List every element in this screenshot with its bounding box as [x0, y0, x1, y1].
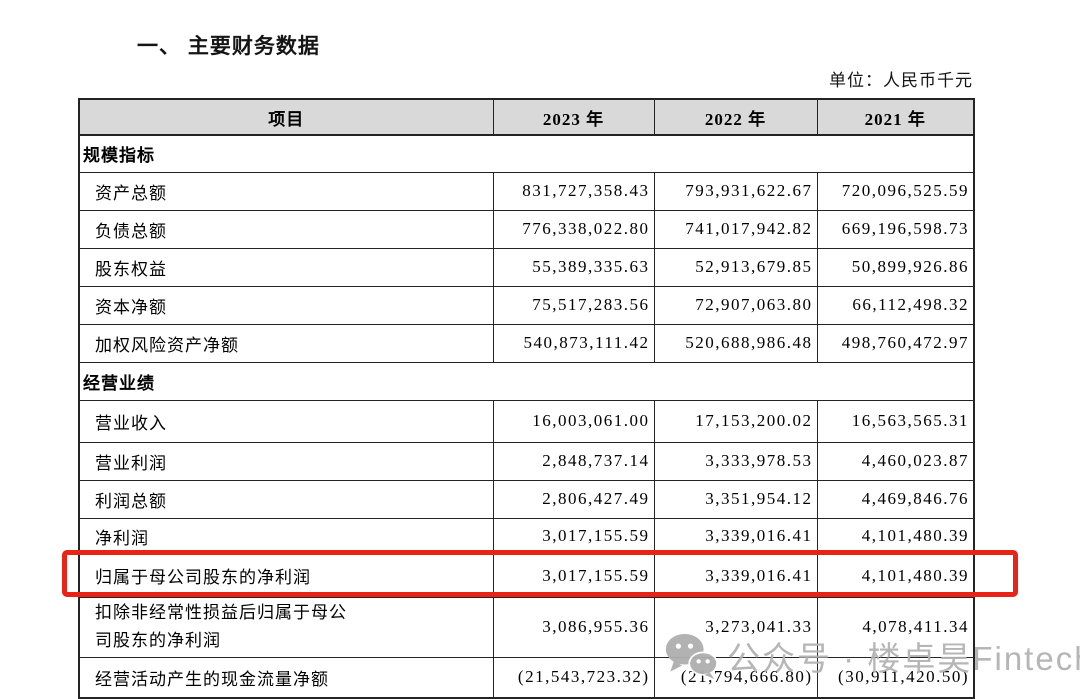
row-label: 利润总额 [78, 479, 494, 519]
value-2022: 3,339,016.41 [653, 517, 818, 555]
value-2023: 3,017,155.59 [492, 517, 655, 555]
value-2023: 831,727,358.43 [492, 171, 655, 211]
row-label: 营业利润 [78, 441, 494, 481]
row-label: 资本净额 [78, 285, 494, 325]
value-2022: 3,333,978.53 [653, 441, 818, 481]
table-row: 经营活动产生的现金流量净额 (21,543,723.32) (21,794,66… [78, 656, 975, 699]
value-2023: 3,017,155.59 [492, 553, 655, 598]
table-row: 资产总额 831,727,358.43 793,931,622.67 720,0… [78, 171, 975, 211]
section-row: 规模指标 [78, 134, 975, 173]
section-label: 规模指标 [78, 134, 975, 173]
value-2023: 75,517,283.56 [492, 285, 655, 325]
table-row: 扣除非经常性损益后归属于母公司股东的净利润 3,086,955.36 3,273… [78, 596, 975, 658]
value-2022: 72,907,063.80 [653, 285, 818, 325]
value-2023: 16,003,061.00 [492, 399, 655, 443]
value-2023: (21,543,723.32) [492, 656, 655, 699]
value-2021: 4,101,480.39 [816, 517, 975, 555]
table-row: 负债总额 776,338,022.80 741,017,942.82 669,1… [78, 209, 975, 249]
row-label-text: 扣除非经常性损益后归属于母公司股东的净利润 [95, 602, 347, 650]
row-label: 负债总额 [78, 209, 494, 249]
value-2022: (21,794,666.80) [653, 656, 818, 699]
value-2023: 776,338,022.80 [492, 209, 655, 249]
value-2022: 3,351,954.12 [653, 479, 818, 519]
value-2021: 720,096,525.59 [816, 171, 975, 211]
value-2021: 66,112,498.32 [816, 285, 975, 325]
value-2021: 498,760,472.97 [816, 323, 975, 363]
value-2021: 50,899,926.86 [816, 247, 975, 287]
table-header-row: 项目 2023 年 2022 年 2021 年 [78, 98, 975, 136]
table-row: 股东权益 55,389,335.63 52,913,679.85 50,899,… [78, 247, 975, 287]
column-header-item: 项目 [78, 98, 494, 136]
value-2022: 3,339,016.41 [653, 553, 818, 598]
row-label: 股东权益 [78, 247, 494, 287]
table-row: 营业收入 16,003,061.00 17,153,200.02 16,563,… [78, 399, 975, 443]
row-label: 资产总额 [78, 171, 494, 211]
section-row: 经营业绩 [78, 361, 975, 401]
row-label: 扣除非经常性损益后归属于母公司股东的净利润 [78, 596, 494, 658]
section-label: 经营业绩 [78, 361, 975, 401]
value-2021: 4,101,480.39 [816, 553, 975, 598]
table-row: 营业利润 2,848,737.14 3,333,978.53 4,460,023… [78, 441, 975, 481]
value-2021: 4,460,023.87 [816, 441, 975, 481]
row-label: 归属于母公司股东的净利润 [78, 553, 494, 598]
value-2022: 17,153,200.02 [653, 399, 818, 443]
value-2023: 2,848,737.14 [492, 441, 655, 481]
financial-data-table: 项目 2023 年 2022 年 2021 年 规模指标 资产总额 831,72… [78, 98, 975, 699]
table-row-highlighted: 归属于母公司股东的净利润 3,017,155.59 3,339,016.41 4… [78, 553, 975, 598]
table-row: 净利润 3,017,155.59 3,339,016.41 4,101,480.… [78, 517, 975, 555]
value-2021: 4,078,411.34 [816, 596, 975, 658]
value-2023: 3,086,955.36 [492, 596, 655, 658]
column-header-2023: 2023 年 [492, 98, 655, 136]
column-header-2022: 2022 年 [653, 98, 818, 136]
unit-note: 单位：人民币千元 [829, 71, 973, 90]
value-2022: 741,017,942.82 [653, 209, 818, 249]
row-label: 加权风险资产净额 [78, 323, 494, 363]
value-2023: 540,873,111.42 [492, 323, 655, 363]
table-row: 加权风险资产净额 540,873,111.42 520,688,986.48 4… [78, 323, 975, 363]
value-2021: (30,911,420.50) [816, 656, 975, 699]
value-2022: 793,931,622.67 [653, 171, 818, 211]
row-label: 营业收入 [78, 399, 494, 443]
row-label: 经营活动产生的现金流量净额 [78, 656, 494, 699]
value-2022: 3,273,041.33 [653, 596, 818, 658]
value-2021: 4,469,846.76 [816, 479, 975, 519]
column-header-2021: 2021 年 [816, 98, 975, 136]
value-2021: 669,196,598.73 [816, 209, 975, 249]
value-2022: 520,688,986.48 [653, 323, 818, 363]
value-2021: 16,563,565.31 [816, 399, 975, 443]
page-title: 一、 主要财务数据 [137, 35, 320, 58]
value-2023: 55,389,335.63 [492, 247, 655, 287]
value-2023: 2,806,427.49 [492, 479, 655, 519]
row-label: 净利润 [78, 517, 494, 555]
table-row: 利润总额 2,806,427.49 3,351,954.12 4,469,846… [78, 479, 975, 519]
table-row: 资本净额 75,517,283.56 72,907,063.80 66,112,… [78, 285, 975, 325]
value-2022: 52,913,679.85 [653, 247, 818, 287]
